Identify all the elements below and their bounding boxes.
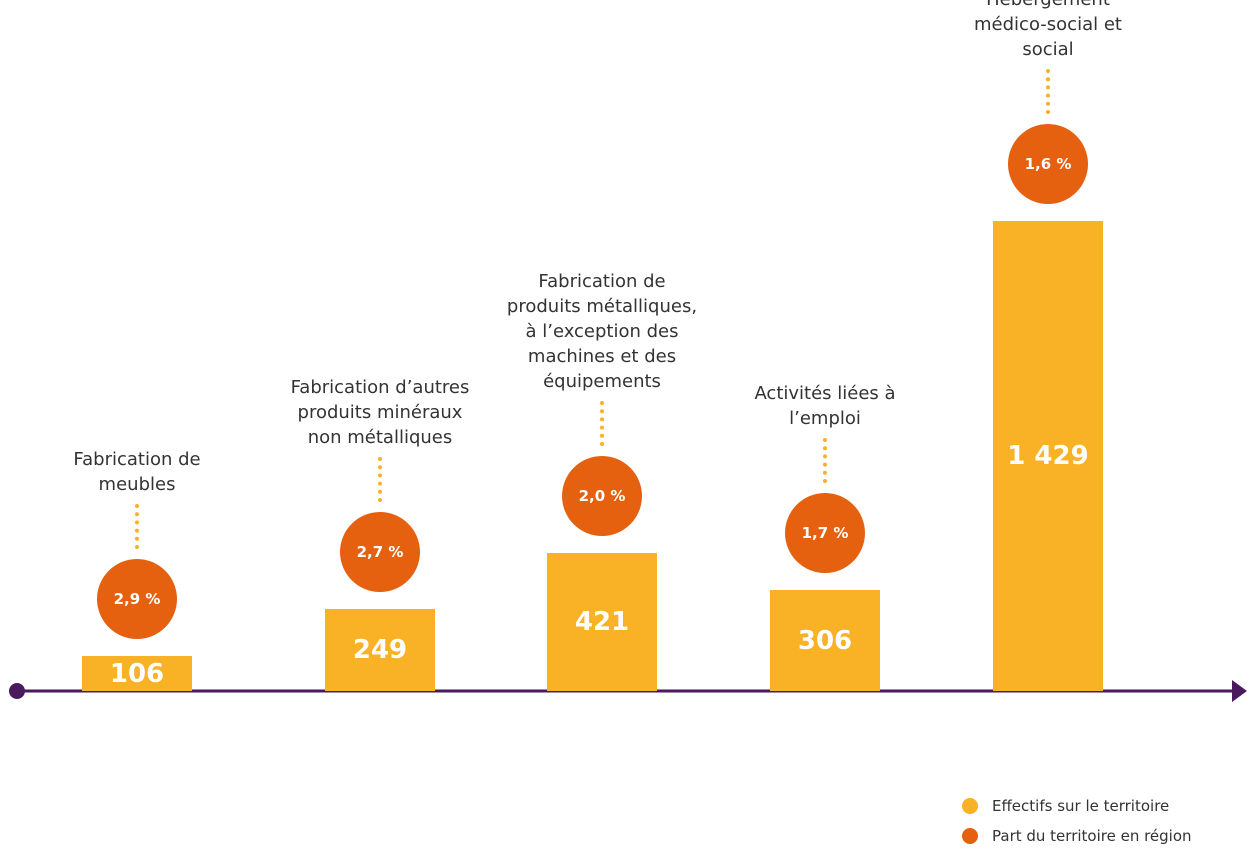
axis-arrow (1232, 680, 1247, 702)
share-circle: 2,7 % (340, 512, 420, 593)
bar (993, 221, 1103, 691)
category-label: Fabrication de meubles (73, 449, 201, 496)
bar (82, 656, 192, 691)
share-circle: 1,7 % (785, 493, 865, 574)
bar-value-label: 421 (574, 606, 630, 637)
connector (600, 400, 604, 446)
legend-swatch (962, 798, 978, 814)
legend-swatch (962, 828, 978, 844)
legend-label: Part du territoire en région (992, 827, 1192, 845)
bar (770, 590, 880, 691)
bar (547, 552, 657, 691)
bar-value-label: 1 429 (1007, 441, 1089, 471)
category-label: Fabrication de produits métalliques, à l… (506, 270, 698, 392)
connector (135, 504, 139, 550)
bar-value-label: 249 (352, 635, 408, 666)
category-label: Fabrication d’autres produits minéraux n… (290, 377, 470, 449)
bar-value-label: 306 (797, 625, 853, 656)
connector (823, 438, 827, 484)
bar (325, 609, 435, 691)
share-circle: 1,6 % (1008, 124, 1088, 204)
share-circle: 2,0 % (562, 455, 642, 536)
category-label: Hébergement médico-social et social (974, 0, 1122, 60)
category-label: Activités liées à l’emploi (754, 383, 896, 430)
share-circle: 2,9 % (97, 559, 177, 640)
connector (1046, 69, 1050, 114)
axis-start (9, 683, 25, 699)
legend-label: Effectifs sur le territoire (992, 797, 1170, 815)
bar-value-label: 106 (109, 658, 165, 689)
connector (378, 457, 382, 503)
